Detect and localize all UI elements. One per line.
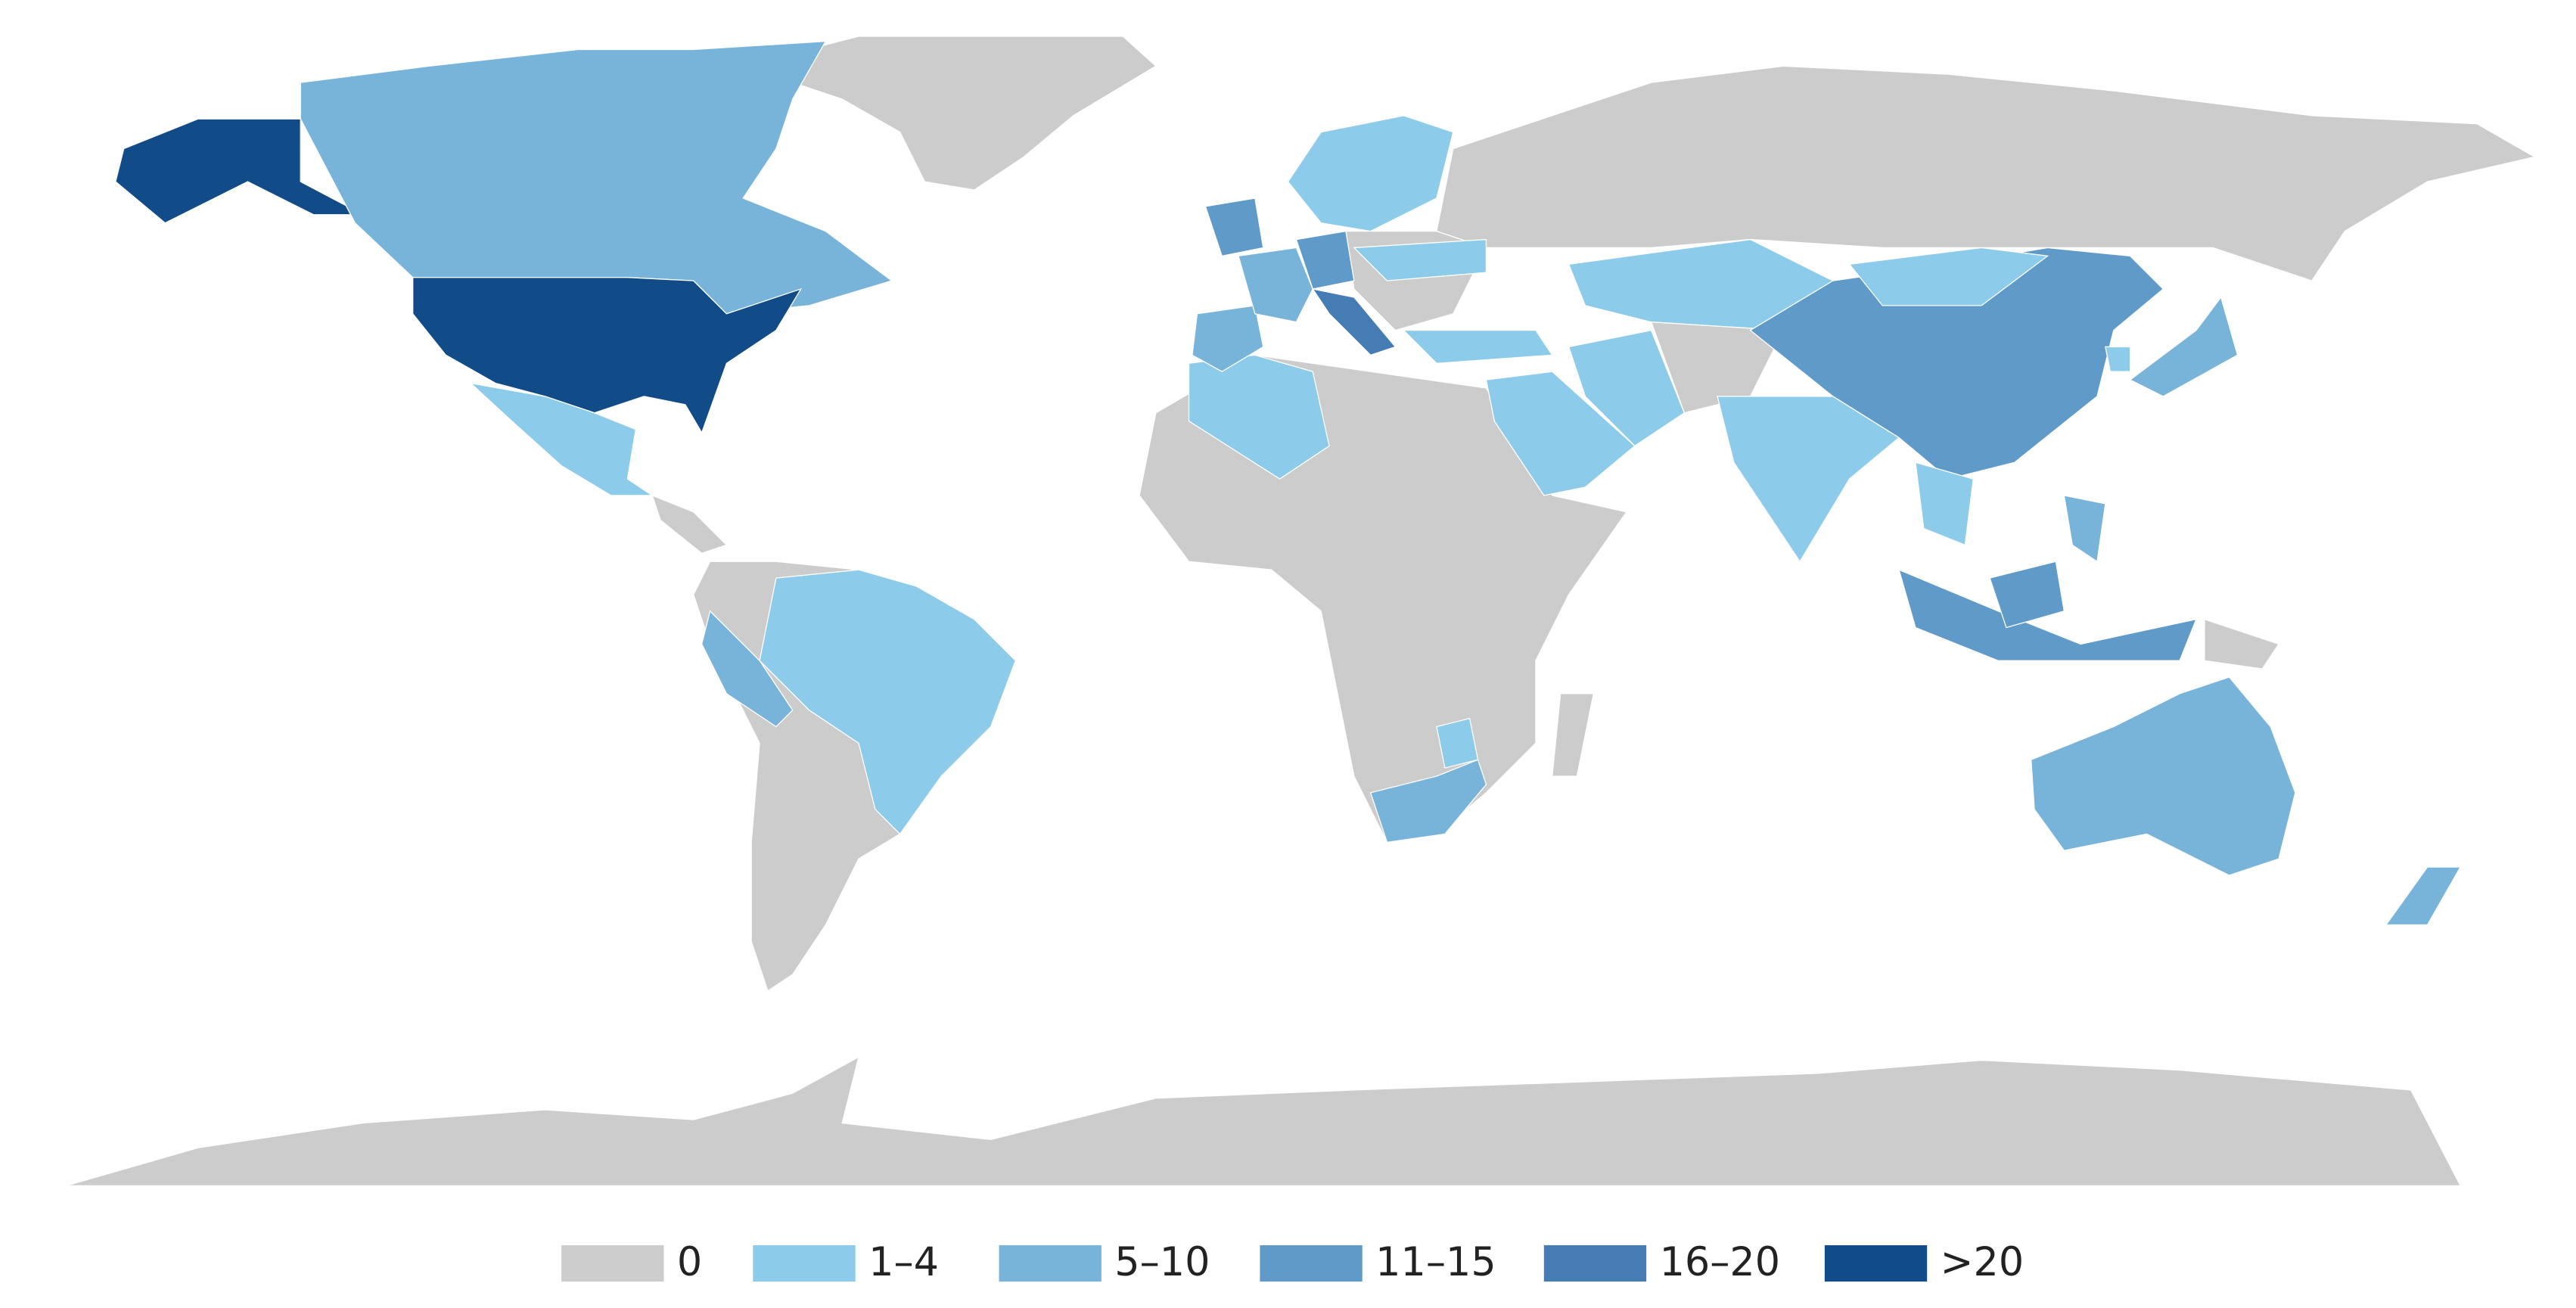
region [701, 610, 794, 728]
region [1311, 288, 1397, 356]
legend: 0 1–4 5–10 11–15 16–20 >20 [561, 1239, 2024, 1285]
legend-label: 1–4 [869, 1239, 939, 1285]
legend-label: >20 [1941, 1239, 2024, 1285]
legend-swatch [1543, 1245, 1647, 1282]
region [1552, 693, 1595, 777]
region [1204, 197, 1264, 257]
region [412, 277, 803, 434]
region [1436, 717, 1479, 769]
region [1485, 371, 1636, 496]
region [1915, 461, 1975, 546]
region [1353, 238, 1487, 281]
region [1717, 396, 1900, 563]
map-layer [66, 36, 2537, 1187]
region [2063, 495, 2106, 563]
region [2385, 866, 2462, 926]
region [1568, 329, 1686, 447]
region [66, 1055, 2462, 1187]
region [1989, 561, 2065, 629]
legend-label: 0 [677, 1239, 702, 1285]
legend-label: 5–10 [1114, 1239, 1210, 1285]
region [1139, 354, 1628, 844]
legend-label: 11–15 [1375, 1239, 1496, 1285]
region [1192, 305, 1264, 372]
region [1287, 115, 1454, 232]
legend-swatch [561, 1245, 664, 1282]
legend-swatch [1824, 1245, 1928, 1282]
region [741, 36, 1157, 191]
region [2031, 676, 2296, 876]
region [1436, 65, 2537, 281]
region [115, 118, 364, 224]
region [1369, 759, 1487, 844]
region [2204, 618, 2280, 670]
region [1295, 230, 1355, 290]
legend-label: 16–20 [1660, 1239, 1780, 1285]
region [1188, 354, 1330, 480]
region [759, 569, 1017, 835]
legend-swatch [753, 1245, 856, 1282]
region [2129, 296, 2239, 397]
legend-swatch [1260, 1245, 1363, 1282]
region [1402, 329, 1553, 364]
region [2105, 346, 2131, 372]
region [651, 494, 728, 555]
legend-swatch [999, 1245, 1102, 1282]
region [1848, 247, 2049, 306]
region [468, 382, 654, 496]
region [1238, 247, 1313, 323]
